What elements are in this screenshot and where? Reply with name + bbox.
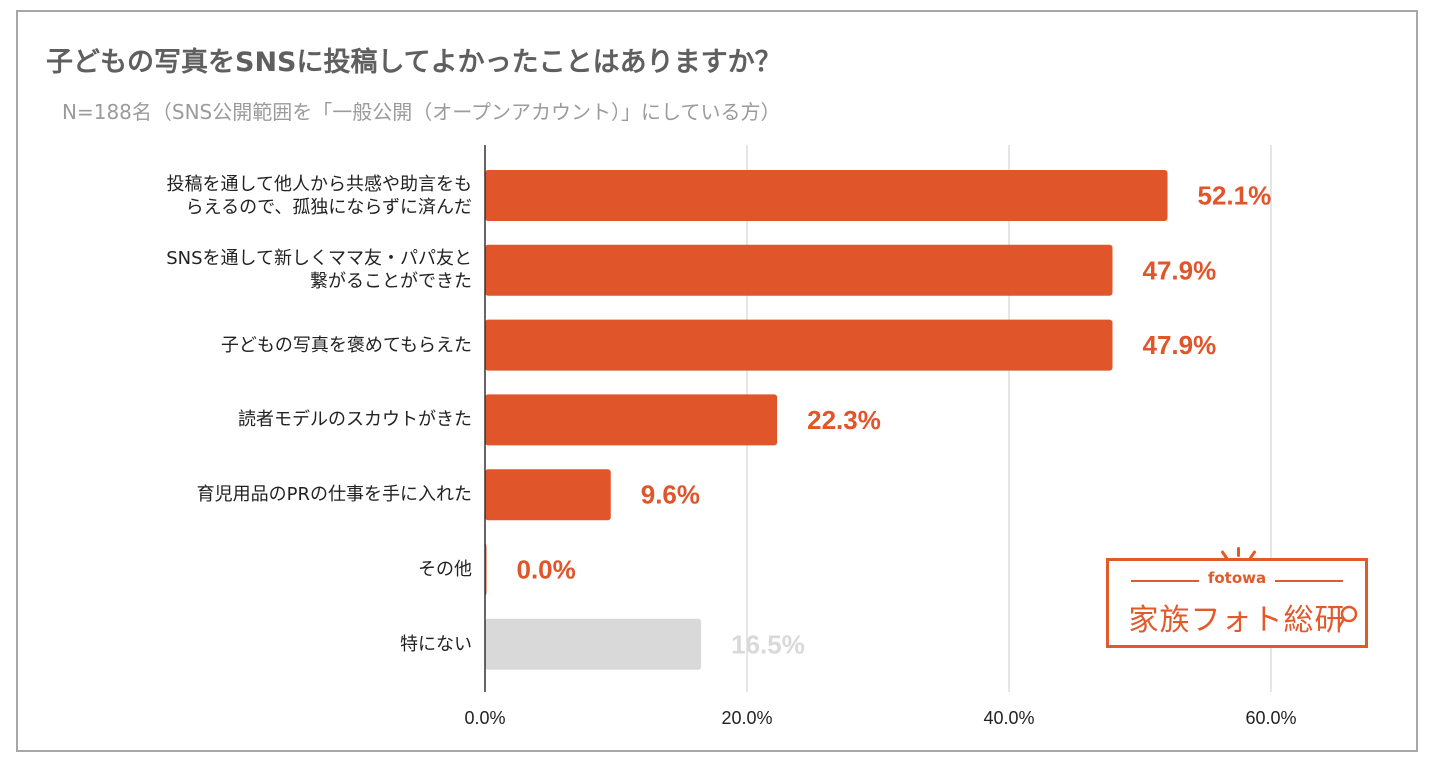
bar bbox=[485, 394, 778, 446]
category-label-line: 読者モデルのスカウトがきた bbox=[238, 409, 472, 431]
bar-value-label: 47.9% bbox=[1142, 255, 1216, 285]
logo-name: 家族フォト総研 bbox=[1128, 603, 1346, 638]
fotowa-logo: fotowa 家族フォト総研 bbox=[1106, 547, 1368, 648]
bar bbox=[485, 244, 1113, 296]
x-tick-label: 0.0% bbox=[464, 708, 505, 728]
chart-subtitle: N=188名（SNS公開範囲を「一般公開（オープンアカウント）」にしている方） bbox=[62, 100, 781, 124]
magnifier-icon bbox=[1337, 605, 1358, 629]
category-label-line: らえるので、孤独にならずに済んだ bbox=[185, 196, 472, 218]
category-label: その他 bbox=[418, 558, 472, 581]
category-label-line: その他 bbox=[418, 559, 472, 580]
category-label: 投稿を通して他人から共感や助言をも らえるので、孤独にならずに済んだ bbox=[167, 173, 472, 219]
logo-rule-left bbox=[1131, 580, 1199, 582]
logo-brand: fotowa bbox=[1207, 569, 1267, 587]
logo-ray bbox=[1237, 547, 1240, 557]
category-label-line: SNSを通して新しくママ友・パパ友と bbox=[166, 248, 472, 270]
category-label-line: 繋がることができた bbox=[310, 271, 472, 293]
bar-value-label: 9.6% bbox=[641, 480, 700, 510]
x-tick-label: 60.0% bbox=[1245, 708, 1296, 728]
category-label-line: 育児用品のPRの仕事を手に入れた bbox=[196, 484, 472, 506]
bar bbox=[485, 170, 1168, 221]
bar bbox=[485, 319, 1113, 371]
bar-value-label: 0.0% bbox=[517, 555, 576, 585]
bar-value-label: 16.5% bbox=[731, 629, 805, 659]
x-tick-label: 20.0% bbox=[721, 708, 772, 728]
bar-value-label: 52.1% bbox=[1198, 181, 1272, 211]
chart-title: 子どもの写真をSNSに投稿してよかったことはありますか？ bbox=[46, 47, 782, 78]
bar bbox=[485, 469, 611, 521]
logo-rule-right bbox=[1275, 580, 1343, 582]
category-label-line: 投稿を通して他人から共感や助言をも bbox=[166, 173, 472, 195]
x-tick-label: 40.0% bbox=[983, 708, 1034, 728]
category-label: 育児用品のPRの仕事を手に入れた bbox=[197, 483, 472, 506]
category-label: SNSを通して新しくママ友・パパ友と 繋がることができた bbox=[166, 247, 472, 293]
bar-value-label: 22.3% bbox=[807, 405, 881, 435]
category-label: 読者モデルのスカウトがきた bbox=[238, 408, 472, 431]
category-label: 子どもの写真を褒めてもらえた bbox=[221, 334, 472, 357]
category-label: 特にない bbox=[400, 633, 472, 656]
bar bbox=[485, 618, 702, 670]
category-label-line: 子どもの写真を褒めてもらえた bbox=[220, 334, 472, 356]
category-label-line: 特にない bbox=[400, 633, 472, 655]
bar-value-label: 47.9% bbox=[1142, 330, 1216, 360]
